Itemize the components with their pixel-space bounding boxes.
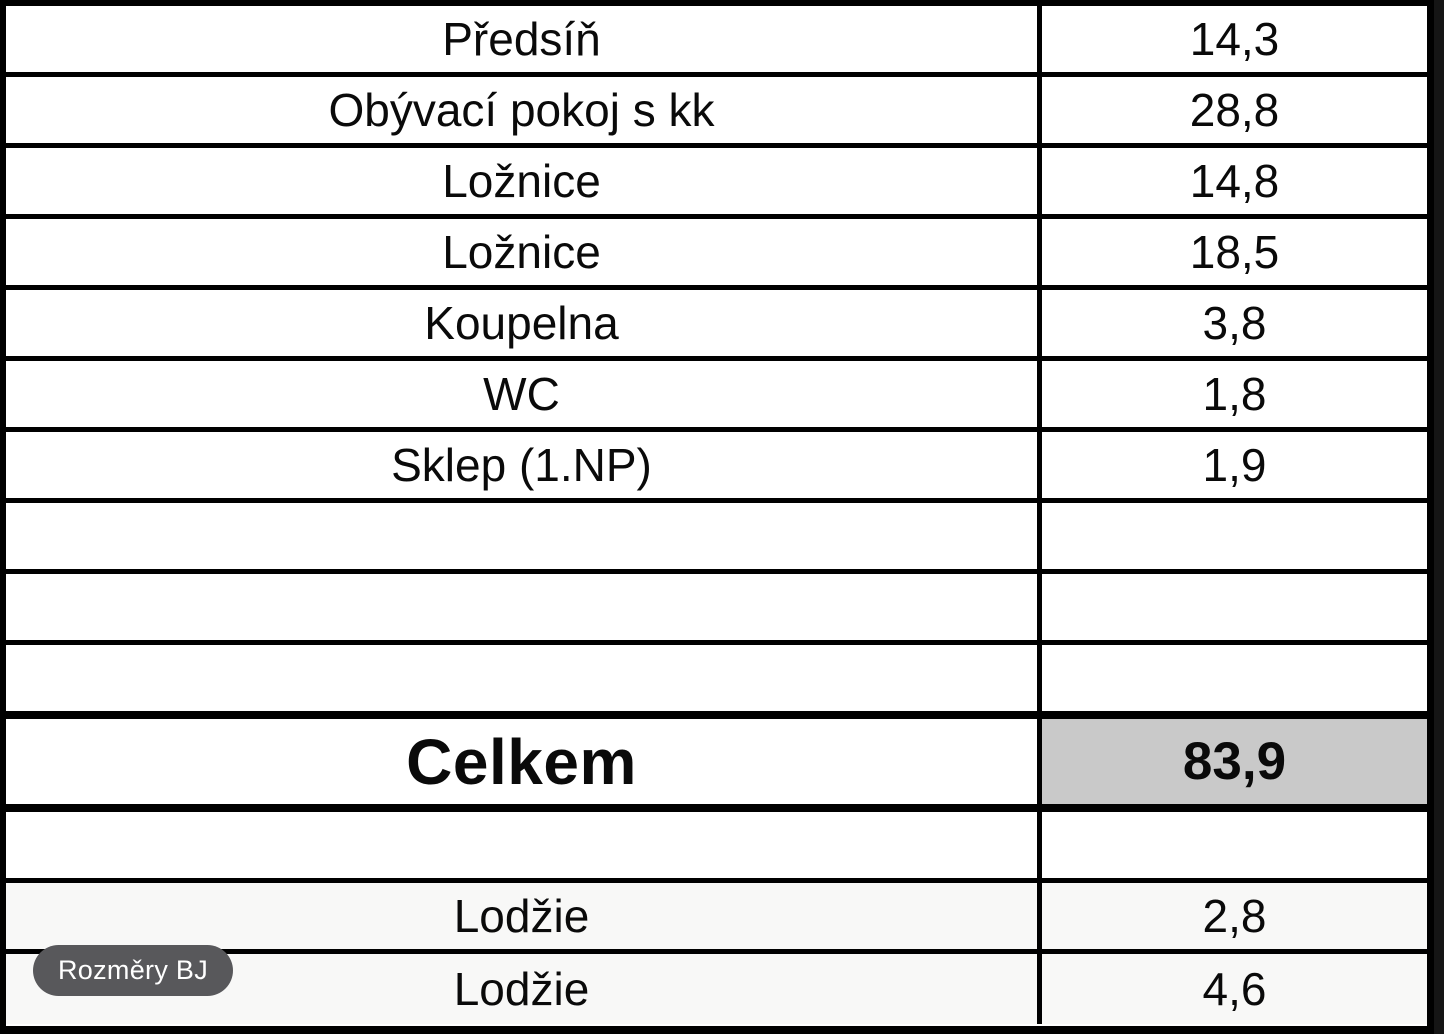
area-value-cell: 3,8 [1042,290,1427,356]
total-label-cell: Celkem [6,719,1042,804]
room-name-cell: Ložnice [6,148,1042,214]
room-name-cell: Sklep (1.NP) [6,432,1042,498]
table-row-obyvaci-pokoj: Obývací pokoj s kk 28,8 [6,77,1427,148]
room-name-cell [6,645,1042,711]
rozmery-bj-badge[interactable]: Rozměry BJ [33,945,234,996]
room-name-cell [6,812,1042,878]
area-value-cell [1042,503,1427,569]
area-value-cell: 1,9 [1042,432,1427,498]
area-value-cell: 1,8 [1042,361,1427,427]
room-name-cell: Ložnice [6,219,1042,285]
table-row-koupelna: Koupelna 3,8 [6,290,1427,361]
table-row-empty-4 [6,812,1427,883]
table-row-predsin: Předsíň 14,3 [6,6,1427,77]
table-row-total-celkem: Celkem 83,9 [6,711,1427,812]
area-value-cell: 4,6 [1042,954,1427,1024]
table-row-wc: WC 1,8 [6,361,1427,432]
room-name-cell: WC [6,361,1042,427]
table-row-empty-1 [6,503,1427,574]
area-value-cell: 2,8 [1042,883,1427,949]
table-row-empty-2 [6,574,1427,645]
room-name-cell [6,574,1042,640]
area-value-cell [1042,574,1427,640]
table-row-loznice-2: Ložnice 18,5 [6,219,1427,290]
room-name-cell: Koupelna [6,290,1042,356]
room-name-cell: Obývací pokoj s kk [6,77,1042,143]
room-name-cell: Lodžie [6,883,1042,949]
area-value-cell [1042,645,1427,711]
table-row-sklep: Sklep (1.NP) 1,9 [6,432,1427,503]
table-row-lodzie-1: Lodžie 2,8 [6,883,1427,954]
area-value-cell: 14,8 [1042,148,1427,214]
area-value-cell: 28,8 [1042,77,1427,143]
room-name-cell [6,503,1042,569]
area-value-cell [1042,812,1427,878]
area-value-cell: 18,5 [1042,219,1427,285]
area-value-cell: 14,3 [1042,6,1427,72]
table-row-empty-3 [6,645,1427,711]
room-name-cell: Předsíň [6,6,1042,72]
table-row-loznice-1: Ložnice 14,8 [6,148,1427,219]
total-value-cell: 83,9 [1042,719,1427,804]
